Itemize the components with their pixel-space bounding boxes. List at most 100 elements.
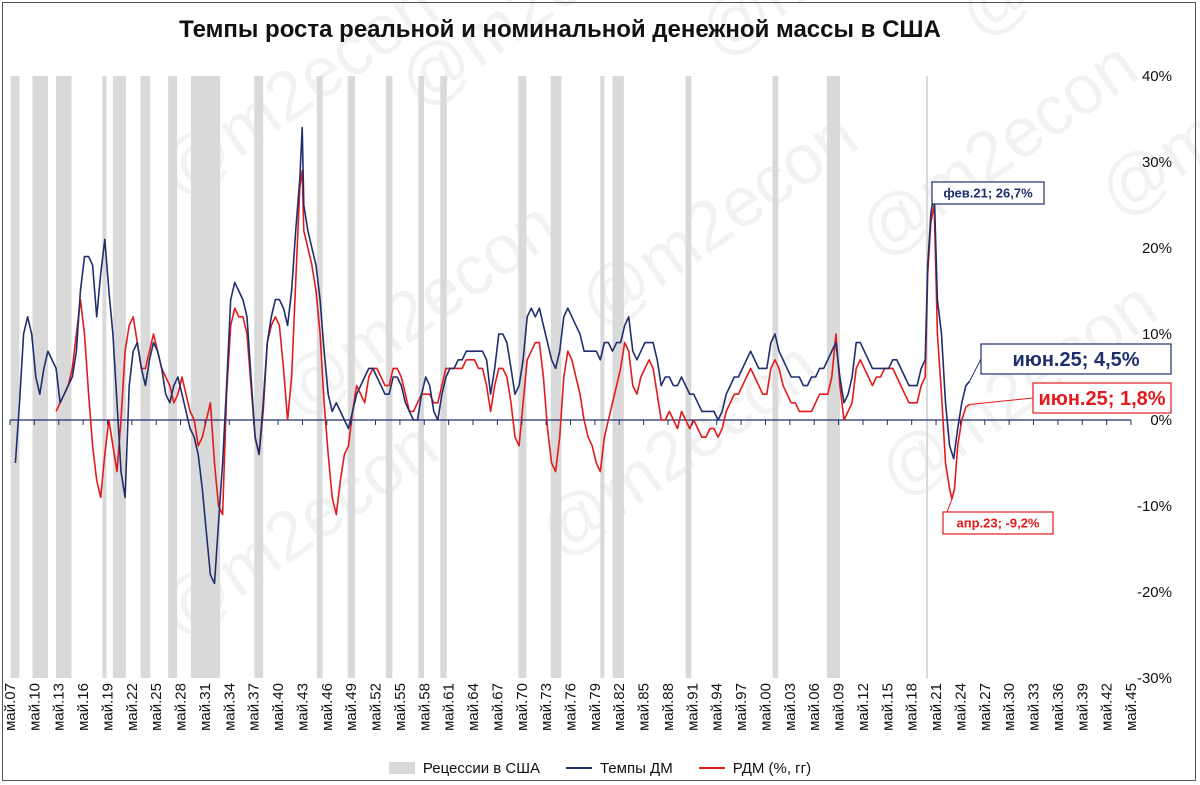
recession-band-12	[418, 76, 425, 678]
x-tick-label-3: май.16	[75, 683, 92, 731]
recession-band-9	[316, 76, 323, 678]
x-tick-label-22: май.73	[538, 683, 555, 731]
annotation-box-1	[980, 343, 1172, 375]
y-tick-label-2: 20%	[1142, 240, 1172, 257]
recession-band-4	[112, 76, 126, 678]
recession-band-21	[926, 76, 929, 678]
x-tick-label-28: май.91	[684, 683, 701, 731]
x-tick-label-25: май.82	[611, 683, 628, 731]
chart-legend: Рецессии в США Темпы ДМ РДМ (%, гг)	[0, 756, 1200, 780]
x-tick-label-9: май.34	[221, 683, 238, 731]
recession-band-11	[385, 76, 393, 678]
recession-band-1	[32, 76, 48, 678]
x-tick-label-10: май.37	[246, 683, 263, 731]
series-line-tdm	[14, 126, 971, 585]
x-tick-label-11: май.40	[270, 683, 287, 731]
recession-band-8	[254, 76, 264, 678]
chart-title: Темпы роста реальной и номинальной денеж…	[179, 16, 941, 43]
x-tick-label-29: май.94	[709, 683, 726, 731]
y-tick-label-1: 30%	[1142, 154, 1172, 171]
y-tick-label-6: -20%	[1137, 584, 1172, 601]
x-tick-label-40: май.27	[977, 683, 994, 731]
watermark-text-8: @m2econ	[144, 405, 451, 652]
x-tick-label-20: май.67	[489, 683, 506, 731]
recession-band-14	[518, 76, 527, 678]
annotation-label-1: июн.25; 4,5%	[1012, 349, 1139, 371]
legend-item-tdm: Темпы ДМ	[565, 759, 673, 777]
legend-label-rdm: РДМ (%, гг)	[732, 759, 812, 777]
x-tick-label-19: май.64	[465, 683, 482, 731]
recession-band-16	[600, 76, 605, 678]
recession-band-2	[56, 76, 72, 678]
annotation-label-2: июн.25; 1,8%	[1038, 388, 1165, 410]
x-tick-label-1: май.10	[26, 683, 43, 731]
legend-item-recessions: Рецессии в США	[388, 760, 540, 777]
x-tick-label-32: май.03	[782, 683, 799, 731]
x-tick-label-18: май.61	[441, 683, 458, 731]
x-tick-label-41: май.30	[1001, 683, 1018, 731]
x-tick-label-43: май.36	[1050, 683, 1067, 731]
x-tick-label-23: май.76	[563, 683, 580, 731]
x-tick-label-38: май.21	[928, 683, 945, 731]
x-tick-label-16: май.55	[392, 683, 409, 731]
x-tick-label-6: май.25	[148, 683, 165, 731]
recession-band-6	[168, 76, 178, 678]
recession-band-7	[190, 76, 221, 678]
x-tick-label-26: май.85	[636, 683, 653, 731]
recession-band-20	[826, 76, 840, 678]
recession-band-15	[550, 76, 562, 678]
legend-swatch-tdm	[565, 767, 592, 769]
x-tick-label-0: май.07	[2, 683, 19, 731]
x-tick-label-44: май.39	[1074, 683, 1091, 731]
x-tick-label-31: май.00	[757, 683, 774, 731]
x-tick-label-34: май.09	[831, 683, 848, 731]
annotation-box-0	[931, 181, 1045, 205]
x-tick-label-30: май.97	[733, 683, 750, 731]
x-tick-label-13: май.46	[319, 683, 336, 731]
x-tick-label-8: май.31	[197, 683, 214, 731]
y-tick-label-7: -30%	[1137, 670, 1172, 687]
y-tick-label-4: 0%	[1150, 412, 1172, 429]
y-tick-label-3: 10%	[1142, 326, 1172, 343]
x-tick-label-7: май.28	[173, 683, 190, 731]
recession-band-3	[102, 76, 107, 678]
watermark-text-2: @m2econ	[684, 0, 991, 72]
legend-item-rdm: РДМ (%, гг)	[698, 759, 812, 777]
annotation-box-2	[1032, 382, 1172, 414]
x-tick-label-27: май.88	[660, 683, 677, 731]
x-tick-label-5: май.22	[124, 683, 141, 731]
legend-label-tdm: Темпы ДМ	[599, 759, 673, 777]
x-tick-label-14: май.49	[343, 683, 360, 731]
x-tick-label-45: май.42	[1099, 683, 1116, 731]
x-tick-label-37: май.18	[904, 683, 921, 731]
x-tick-label-35: май.12	[855, 683, 872, 731]
annotation-box-3	[942, 511, 1054, 535]
watermark-text-6: @m2econ	[844, 25, 1151, 272]
recession-band-10	[347, 76, 355, 678]
annotation-leader-1	[969, 358, 982, 382]
recession-band-5	[140, 76, 151, 678]
watermark-text-5: @m2econ	[564, 95, 871, 342]
watermark-text-3: @m2econ	[944, 0, 1200, 52]
annotation-leader-3	[946, 498, 953, 513]
annotation-label-0: фев.21; 26,7%	[943, 186, 1033, 201]
y-tick-label-0: 40%	[1142, 68, 1172, 85]
annotation-label-3: апр.23; -9,2%	[957, 516, 1040, 531]
recession-band-0	[10, 76, 20, 678]
recession-band-18	[685, 76, 692, 678]
x-tick-label-46: май.45	[1123, 683, 1140, 731]
x-tick-label-33: май.06	[806, 683, 823, 731]
x-tick-label-39: май.24	[952, 683, 969, 731]
x-tick-label-2: май.13	[51, 683, 68, 731]
x-tick-label-24: май.79	[587, 683, 604, 731]
x-tick-label-17: май.58	[416, 683, 433, 731]
recession-band-19	[772, 76, 779, 678]
y-tick-label-5: -10%	[1137, 498, 1172, 515]
annotation-leader-2	[969, 397, 1034, 406]
series-line-rdm	[55, 169, 970, 516]
x-tick-label-21: май.70	[514, 683, 531, 731]
x-tick-label-12: май.43	[294, 683, 311, 731]
x-tick-label-4: май.19	[99, 683, 116, 731]
